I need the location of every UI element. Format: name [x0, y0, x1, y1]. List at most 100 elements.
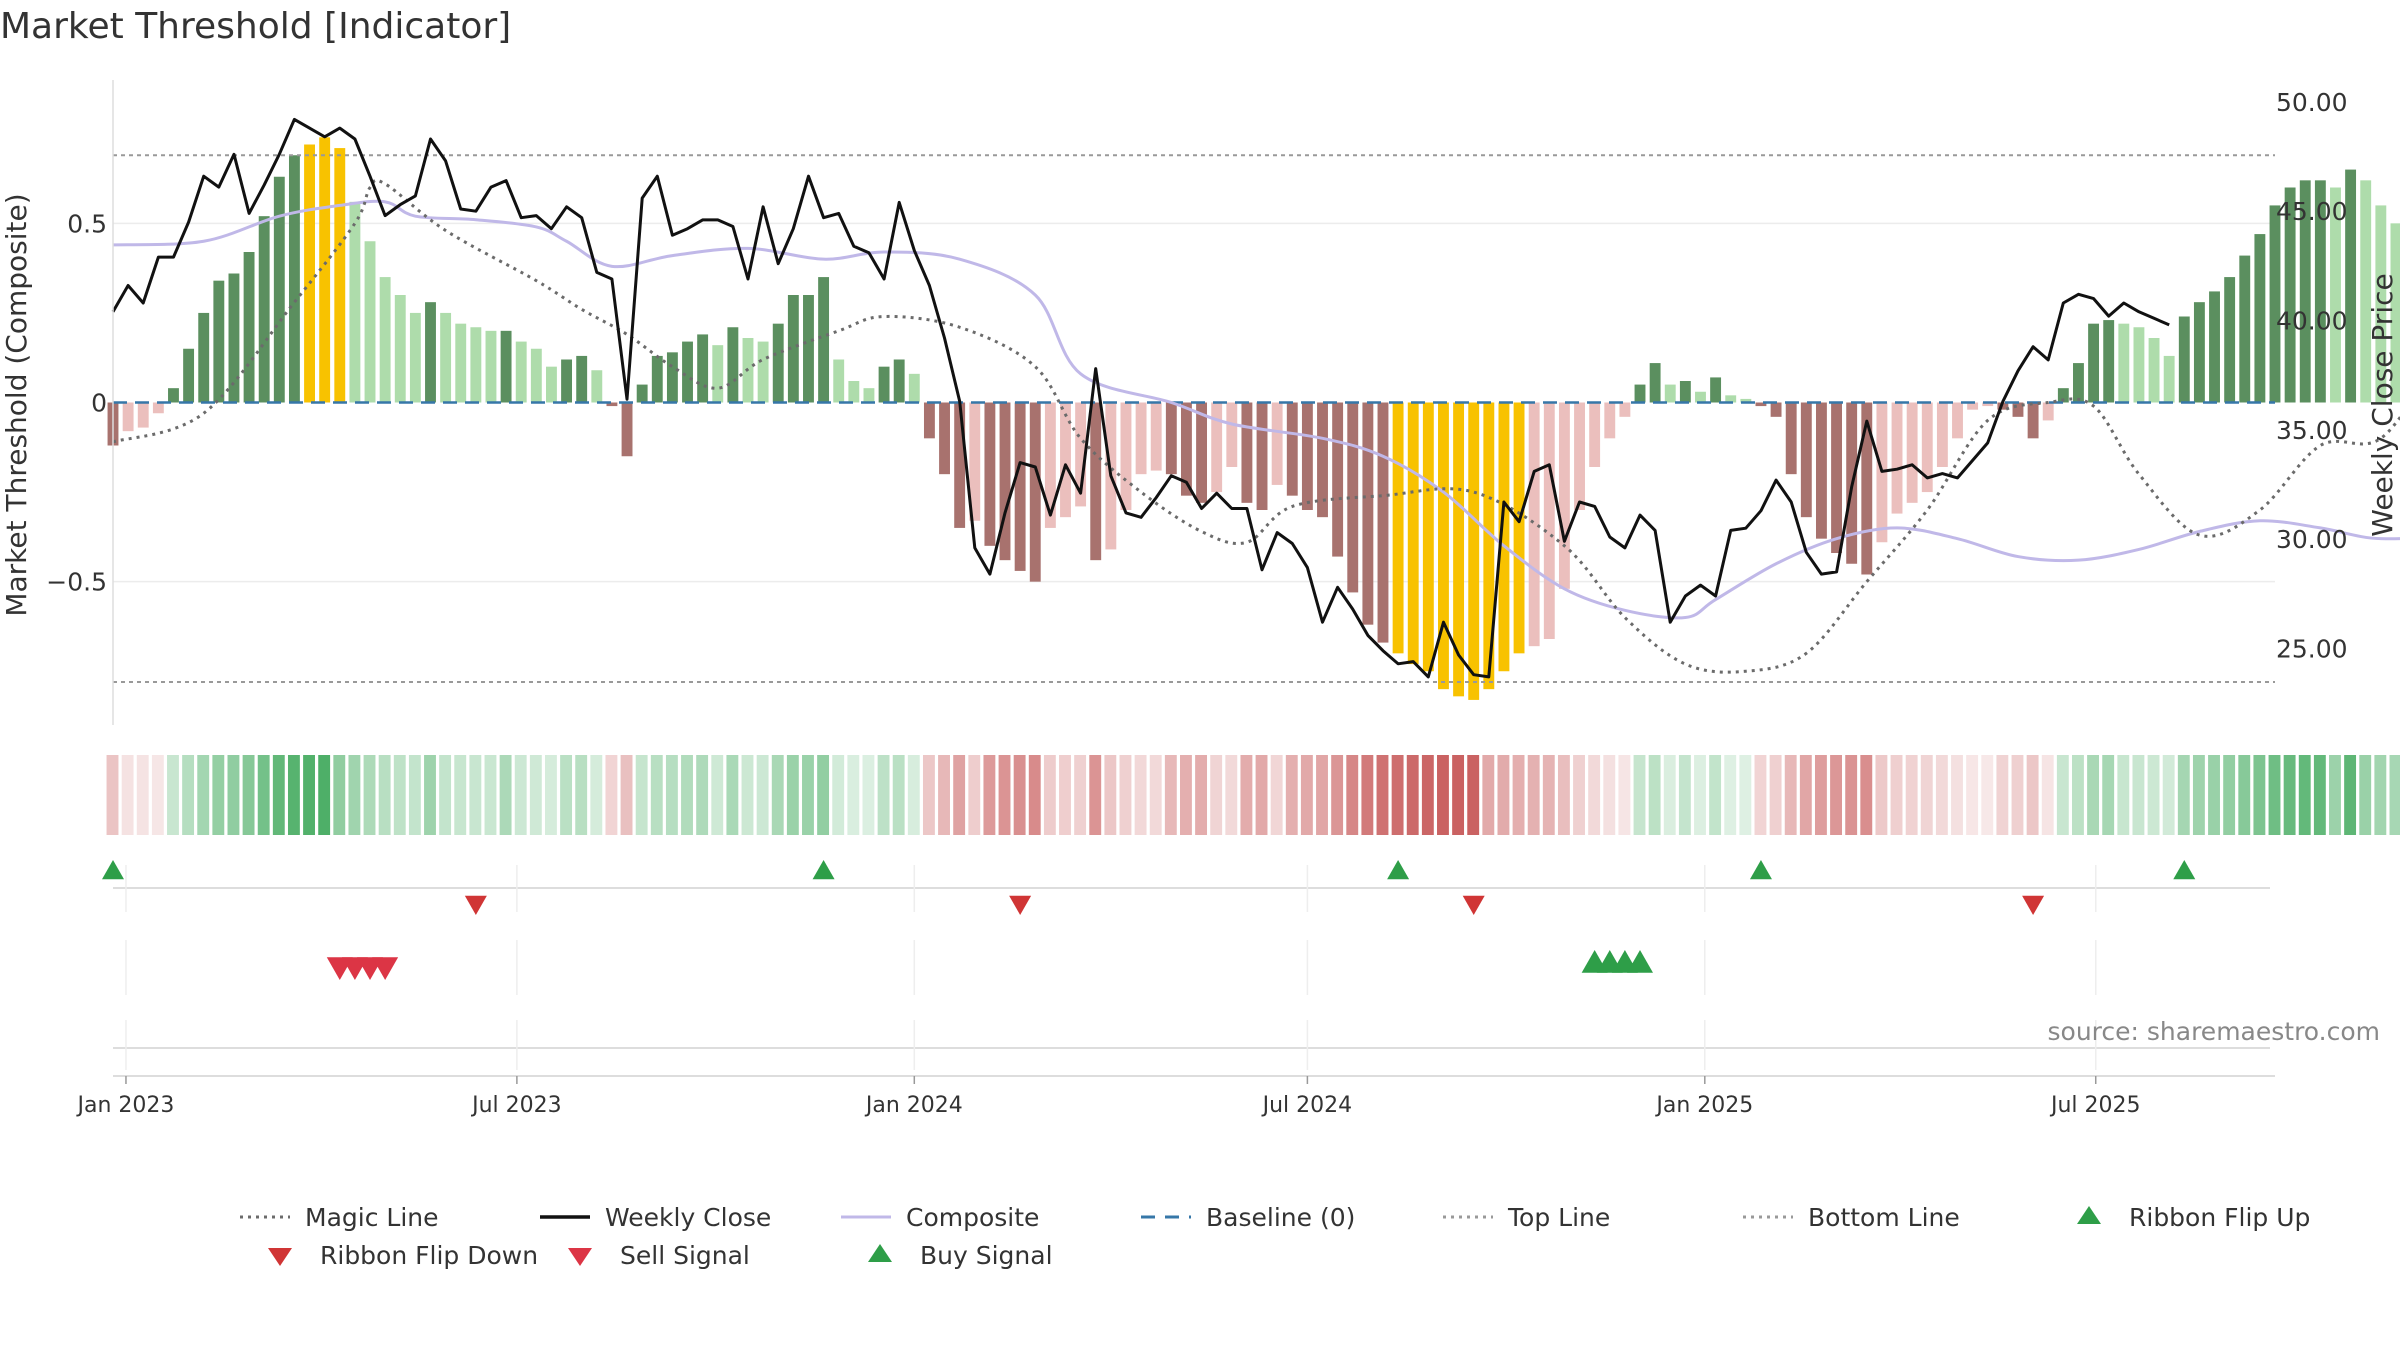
- composite-bar: [1906, 402, 1918, 503]
- legend-swatch: [1743, 1215, 1793, 1219]
- composite-bar: [923, 402, 935, 439]
- ribbon-segment: [2192, 755, 2205, 835]
- ribbon-segment: [2374, 755, 2387, 835]
- ribbon-segment: [1951, 755, 1963, 835]
- composite-bar: [1044, 402, 1056, 528]
- ribbon-segment: [2313, 755, 2326, 835]
- composite-bar: [682, 341, 693, 403]
- grid: [113, 222, 2275, 1070]
- composite-bar: [530, 348, 542, 403]
- ribbon-segment: [2283, 755, 2296, 835]
- legend-item: Magic Line: [235, 1200, 439, 1234]
- legend-label: Ribbon Flip Up: [2129, 1202, 2311, 1232]
- ribbon-segment: [1799, 755, 1812, 835]
- composite-bar: [152, 402, 164, 414]
- ribbon-segment: [1255, 755, 1268, 835]
- composite-bar: [1982, 402, 1994, 407]
- legend-swatch: [1141, 1215, 1191, 1219]
- legend-swatch: [568, 1248, 592, 1266]
- ribbon-segment: [363, 755, 376, 835]
- buy-signal-marker: [1627, 950, 1654, 973]
- ribbon-segment: [1482, 755, 1495, 835]
- composite-bar: [697, 334, 709, 403]
- ribbon-segment: [136, 755, 149, 835]
- ribbon-segment: [2056, 755, 2069, 835]
- ribbon-segment: [938, 755, 950, 835]
- composite-bar: [2239, 255, 2251, 403]
- composite-bar: [1936, 402, 1948, 467]
- composite-bar: [818, 277, 830, 403]
- ribbon-segment: [892, 755, 905, 835]
- composite-bar: [1029, 402, 1041, 582]
- composite-bar: [2284, 187, 2296, 403]
- ribbon-segment: [1724, 755, 1737, 835]
- legend-label: Buy Signal: [920, 1240, 1053, 1270]
- ribbon-segment: [1074, 755, 1087, 835]
- ribbon-segment: [348, 755, 361, 835]
- composite-bar: [2254, 234, 2266, 403]
- composite-bar: [651, 355, 663, 403]
- composite-bar: [1256, 402, 1268, 510]
- ribbon-segment: [877, 755, 890, 835]
- ribbon-segment: [318, 755, 331, 835]
- ribbon-segment: [1104, 755, 1117, 835]
- ribbon-segment: [590, 755, 603, 835]
- ribbon-flip-up-marker: [2173, 860, 2196, 880]
- composite-bar: [2314, 180, 2326, 403]
- ribbon-segment: [1391, 755, 1404, 835]
- ribbon-segment: [1769, 755, 1782, 835]
- legend-swatch: [540, 1215, 590, 1219]
- composite-bar: [2027, 402, 2039, 439]
- ribbon-segment: [1557, 755, 1570, 835]
- magic-line: [112, 178, 2400, 674]
- composite-bar: [2269, 205, 2281, 403]
- ribbon-segment: [1709, 755, 1722, 835]
- legend-label: Sell Signal: [620, 1240, 750, 1270]
- ribbon-segment: [1421, 755, 1434, 835]
- y-right-tick-label: 30.00: [2276, 525, 2348, 554]
- ribbon-flip-up-marker: [1387, 860, 1410, 880]
- composite-bar: [213, 280, 225, 403]
- y-right-tick-label: 25.00: [2276, 634, 2348, 663]
- ribbon-segment: [529, 755, 542, 835]
- ribbon-segment: [2117, 755, 2130, 835]
- composite-bar: [1483, 402, 1495, 690]
- legend-marker-down-icon: [568, 1248, 592, 1266]
- ribbon-segment: [1028, 755, 1041, 835]
- composite-bar: [1997, 402, 2009, 410]
- ribbon-segment: [1588, 755, 1601, 835]
- composite-bar: [1952, 402, 1963, 439]
- x-tick-label: Jan 2025: [1654, 1093, 1753, 1118]
- composite-bar: [1679, 381, 1691, 403]
- ribbon-segment: [1316, 755, 1328, 835]
- x-tick-label: Jul 2024: [1261, 1093, 1353, 1118]
- ribbon-segment: [2132, 755, 2145, 835]
- legend-swatch: [841, 1215, 891, 1219]
- composite-bar: [2073, 363, 2084, 403]
- composite-bar: [1604, 402, 1616, 439]
- ribbon-segment: [756, 755, 769, 835]
- legend-swatch: [1443, 1215, 1493, 1219]
- composite-bar: [1589, 402, 1601, 467]
- composite-bar: [1180, 402, 1192, 496]
- composite-bar: [1241, 402, 1253, 503]
- legend-label: Weekly Close: [605, 1202, 772, 1232]
- composite-bars: [107, 137, 2400, 700]
- composite-bar: [515, 341, 527, 403]
- ribbon-segment: [1890, 755, 1903, 835]
- composite-bar: [258, 216, 270, 403]
- ribbon-segment: [2238, 755, 2251, 835]
- weekly-close-line: [111, 117, 2170, 679]
- ribbon-segment: [1210, 755, 1223, 835]
- composite-bar: [1347, 402, 1359, 593]
- ribbon-segment: [1860, 755, 1873, 835]
- composite-bar: [984, 402, 996, 546]
- composite-bar: [1558, 402, 1570, 589]
- composite-bar: [1226, 402, 1238, 467]
- composite-bar: [394, 295, 406, 403]
- composite-bar: [273, 176, 285, 403]
- ribbon-segment: [2298, 755, 2311, 835]
- source-credit: source: sharemaestro.com: [2048, 1017, 2381, 1046]
- x-tick-label: Jan 2024: [864, 1093, 963, 1118]
- composite-bar: [1271, 402, 1283, 485]
